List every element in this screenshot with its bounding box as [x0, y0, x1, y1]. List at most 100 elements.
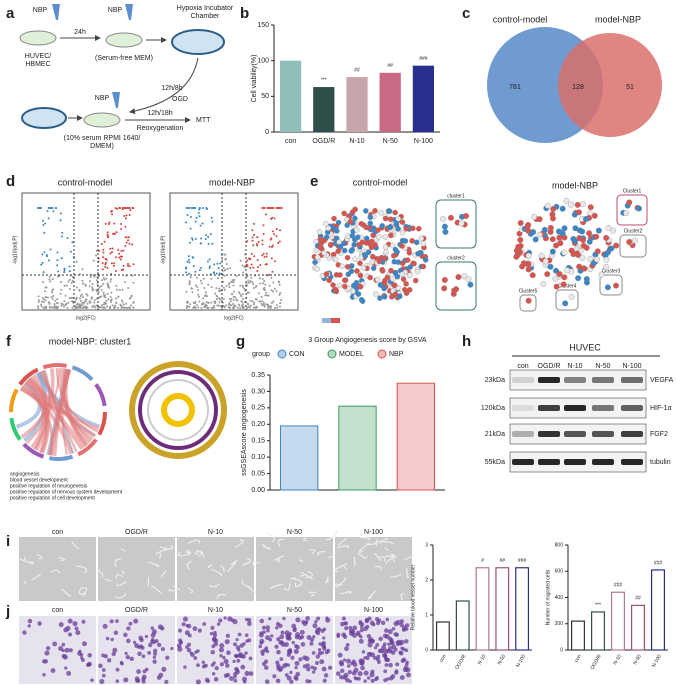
volcano-dot	[210, 301, 213, 304]
volcano-dot	[128, 207, 131, 209]
cell	[185, 623, 190, 628]
cell	[348, 625, 353, 630]
volcano-dot	[122, 303, 125, 306]
network-node	[403, 290, 410, 296]
tube	[325, 530, 338, 541]
volcano-dot	[104, 301, 107, 304]
network-node	[552, 275, 559, 282]
x-axis-label: log2(FC)	[76, 315, 96, 321]
cell	[294, 665, 298, 670]
volcano-dot	[97, 291, 100, 294]
cell	[340, 668, 345, 674]
volcano-dot	[223, 274, 226, 277]
volcano-dot	[267, 294, 270, 297]
network-node	[583, 216, 589, 222]
volcano-dot	[113, 233, 116, 236]
volcano-dot	[105, 299, 108, 302]
cell	[101, 668, 106, 672]
volcano-dot	[279, 292, 282, 295]
plot-title: model-NBP: cluster1	[49, 336, 132, 346]
volcano-dot	[188, 261, 191, 264]
tube	[305, 570, 314, 579]
cell	[347, 669, 352, 675]
network-node	[391, 282, 398, 289]
volcano-dot	[42, 300, 45, 303]
volcano-dot	[275, 235, 278, 238]
volcano-dot	[187, 207, 190, 209]
tube	[283, 583, 291, 591]
volcano-dot	[103, 294, 106, 297]
volcano-dot	[246, 302, 249, 305]
cell	[233, 675, 237, 679]
tube	[229, 559, 238, 566]
tube	[151, 585, 163, 595]
volcano-dot	[54, 299, 57, 302]
volcano-dot	[76, 302, 79, 305]
volcano-dot	[64, 294, 67, 297]
network-node	[544, 271, 551, 278]
y-tick-label: 0.00	[251, 487, 265, 494]
volcano-dot	[232, 290, 235, 293]
volcano-dot	[270, 301, 273, 304]
tube	[31, 573, 41, 581]
cell	[344, 626, 349, 631]
volcano-dot	[69, 250, 72, 253]
volcano-dot	[105, 277, 108, 280]
volcano-dot	[220, 299, 223, 302]
volcano-dot	[48, 278, 51, 281]
volcano-dot	[106, 266, 109, 269]
cell	[317, 627, 321, 631]
volcano-dot	[234, 296, 237, 299]
cell	[361, 650, 366, 654]
cell	[164, 679, 169, 684]
tube	[337, 577, 347, 587]
volcano-dot	[84, 300, 87, 303]
network-node	[354, 227, 360, 233]
network-node	[562, 300, 569, 307]
dish	[105, 32, 143, 48]
volcano-dot	[109, 278, 112, 281]
cell	[235, 669, 240, 675]
volcano-dot	[193, 305, 196, 308]
volcano-dot	[54, 207, 57, 209]
cell	[278, 640, 283, 645]
cell	[229, 676, 234, 681]
band	[592, 431, 614, 437]
volcano-dot	[56, 264, 59, 267]
legend-label: NBP	[389, 351, 404, 358]
pipette	[52, 4, 60, 20]
network-node	[586, 230, 593, 237]
volcano-dot	[111, 232, 114, 235]
cell	[381, 620, 386, 625]
cell	[371, 622, 376, 627]
volcano-dot	[89, 275, 92, 278]
volcano-dot	[104, 265, 107, 268]
volcano-dot	[60, 235, 63, 238]
ring	[138, 370, 218, 450]
network-node	[418, 249, 424, 256]
cell	[275, 678, 281, 684]
volcano-dot	[56, 275, 59, 278]
network-node	[544, 202, 551, 209]
volcano-dot	[251, 300, 254, 303]
network-node	[312, 259, 318, 266]
volcano-dot	[227, 306, 230, 309]
cell	[337, 652, 343, 658]
cell	[27, 618, 33, 624]
medium-label: (Serum-free MEM)	[95, 55, 153, 62]
volcano-dot	[120, 222, 123, 225]
cell	[247, 621, 252, 627]
network-node	[550, 215, 556, 222]
cell	[190, 652, 195, 658]
cell	[61, 642, 66, 647]
network-node	[388, 232, 394, 239]
network-node	[513, 253, 520, 260]
cell	[197, 628, 202, 633]
volcano-dot	[207, 306, 210, 309]
annotation: ##	[500, 558, 506, 564]
volcano-dot	[265, 291, 268, 294]
volcano-dot	[277, 242, 280, 245]
cell	[284, 642, 289, 648]
volcano-dot	[46, 210, 49, 213]
network-node	[344, 222, 350, 228]
